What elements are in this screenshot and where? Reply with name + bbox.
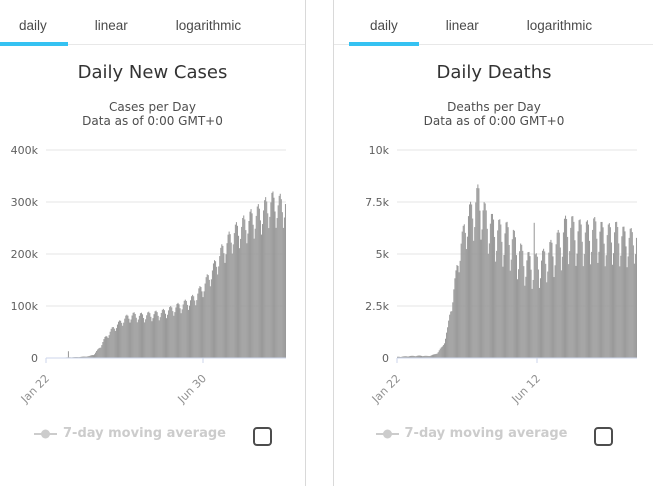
tab-daily-label: daily — [370, 17, 398, 33]
tab-linear-label: linear — [94, 17, 128, 33]
tab-logarithmic[interactable]: logarithmic — [155, 0, 262, 44]
legend-7day-moving-average[interactable]: 7-day moving average — [33, 426, 226, 441]
deaths-legend: 7-day moving average — [334, 421, 653, 446]
moving-average-marker-icon — [34, 429, 57, 438]
active-tab-underline — [0, 42, 68, 46]
svg-text:2.5k: 2.5k — [365, 300, 389, 313]
chart-title: Daily Deaths — [436, 62, 552, 83]
svg-text:0: 0 — [31, 352, 38, 365]
svg-text:Jan 22: Jan 22 — [18, 372, 52, 406]
chart-subtitle-line1: Cases per Day — [109, 100, 196, 114]
daily-new-cases-chart: 0 100k 200k 300k 400k Jan 22 Jun 30 — [11, 144, 286, 406]
svg-text:0: 0 — [382, 352, 389, 365]
tab-linear-label: linear — [445, 17, 479, 33]
active-tab-underline — [349, 42, 419, 46]
svg-text:10k: 10k — [369, 144, 390, 157]
svg-text:400k: 400k — [11, 144, 39, 157]
moving-average-checkbox[interactable] — [252, 427, 272, 446]
chart-subtitle-line1: Deaths per Day — [447, 100, 541, 114]
svg-text:300k: 300k — [11, 196, 39, 209]
tab-linear[interactable]: linear — [74, 0, 149, 44]
svg-text:5k: 5k — [376, 248, 390, 261]
deaths-tabbar: daily linear logarithmic — [334, 0, 653, 46]
legend-7day-moving-average[interactable]: 7-day moving average — [375, 426, 568, 441]
tab-logarithmic-label: logarithmic — [526, 17, 593, 33]
daily-deaths-chart: 0 2.5k 5k 7.5k 10k Jan 22 Jun 12 — [365, 144, 637, 406]
chart-subtitle: Cases per Day Data as of 0:00 GMT+0 — [0, 100, 305, 128]
chart-subtitle-line2: Data as of 0:00 GMT+0 — [423, 114, 565, 128]
legend-label: 7-day moving average — [63, 426, 226, 441]
daily-deaths-panel: daily linear logarithmic Daily Deaths De… — [333, 0, 653, 486]
chart-title: Daily New Cases — [77, 62, 228, 83]
tab-linear[interactable]: linear — [425, 0, 500, 44]
svg-text:Jan 22: Jan 22 — [369, 372, 403, 406]
daily-new-cases-panel: daily linear logarithmic Daily New Cases… — [0, 0, 306, 486]
moving-average-marker-icon — [375, 429, 399, 438]
moving-average-checkbox[interactable] — [594, 427, 614, 446]
svg-text:100k: 100k — [11, 300, 39, 313]
tab-daily[interactable]: daily — [0, 0, 68, 46]
tab-daily-label: daily — [19, 17, 47, 33]
svg-text:200k: 200k — [11, 248, 39, 261]
tab-daily[interactable]: daily — [349, 0, 419, 46]
svg-text:Jun 12: Jun 12 — [509, 372, 543, 406]
chart-subtitle: Deaths per Day Data as of 0:00 GMT+0 — [334, 100, 653, 128]
cases-tabbar: daily linear logarithmic — [0, 0, 305, 46]
chart-subtitle-line2: Data as of 0:00 GMT+0 — [82, 114, 223, 128]
tab-logarithmic[interactable]: logarithmic — [506, 0, 613, 44]
svg-text:7.5k: 7.5k — [365, 196, 389, 209]
svg-text:Jun 30: Jun 30 — [175, 372, 209, 406]
cases-legend: 7-day moving average — [0, 421, 305, 446]
legend-label: 7-day moving average — [404, 426, 568, 441]
tab-logarithmic-label: logarithmic — [175, 17, 242, 33]
